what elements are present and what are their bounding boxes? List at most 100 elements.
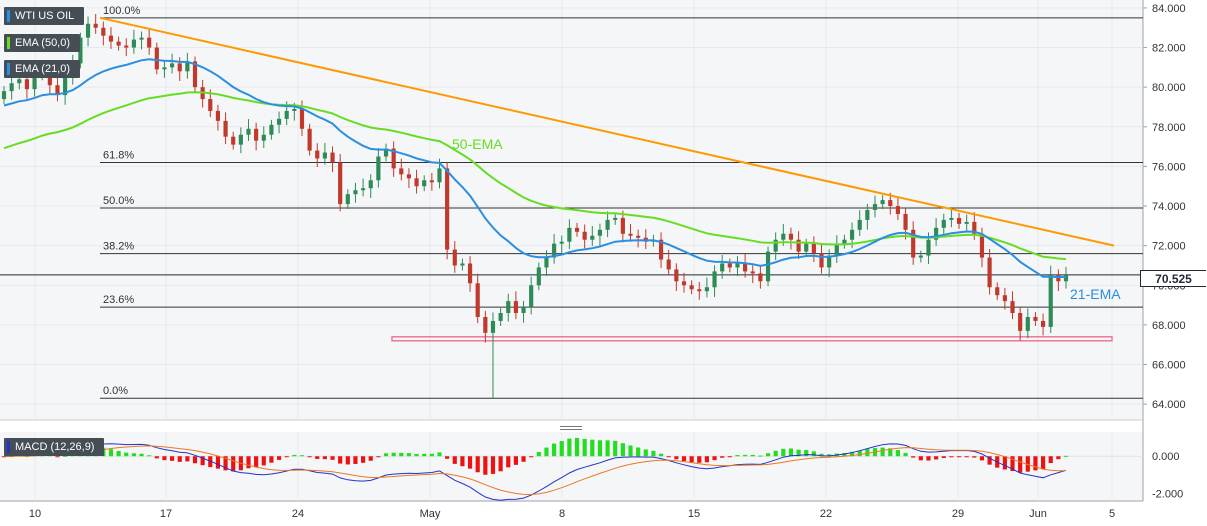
candle-body <box>987 257 992 288</box>
macd-histogram-bar <box>215 456 221 469</box>
macd-histogram-bar <box>192 456 198 464</box>
candle-body <box>376 156 381 181</box>
macd-histogram-bar <box>383 453 389 457</box>
candle-body <box>727 263 732 268</box>
candle-body <box>116 41 121 46</box>
candle-body <box>1048 275 1053 327</box>
support-zone <box>391 336 1113 342</box>
candle-body <box>467 263 473 284</box>
macd-histogram-bar <box>292 454 297 457</box>
candle-body <box>322 152 327 159</box>
macd-histogram-bar <box>131 453 136 457</box>
candle-body <box>192 61 198 88</box>
macd-histogram-bar <box>704 456 709 463</box>
candle-body <box>475 283 480 317</box>
candle-body <box>529 285 534 308</box>
macd-histogram-bar <box>437 452 442 457</box>
candle-body <box>223 120 228 137</box>
macd-histogram-bar <box>804 449 809 457</box>
macd-histogram-bar <box>368 456 373 461</box>
candle-body <box>819 253 824 268</box>
macd-histogram-bar <box>490 456 496 474</box>
time-tick-label: May <box>420 508 441 520</box>
candle-body <box>154 47 159 70</box>
macd-histogram-bar <box>513 456 518 465</box>
macd-histogram-bar <box>1033 456 1038 471</box>
macd-histogram-bar <box>788 448 794 457</box>
macd-histogram-bar <box>1025 456 1030 472</box>
price-tick-label: 66.000 <box>1152 360 1186 372</box>
candle-body <box>261 134 266 141</box>
macd-histogram-bar <box>154 456 159 459</box>
time-tick-label: 5 <box>1109 508 1115 520</box>
fib-level-label: 0.0% <box>103 385 128 397</box>
candle-body <box>124 45 129 48</box>
macd-histogram-bar <box>628 445 633 457</box>
time-tick-label: 8 <box>559 508 565 520</box>
candle-body <box>460 263 465 266</box>
candle-body <box>1040 320 1046 327</box>
candle-body <box>93 23 98 28</box>
candle-body <box>636 235 641 238</box>
macd-line <box>3 443 1067 501</box>
macd-histogram-bar <box>200 456 205 466</box>
pane-resize-handle-2[interactable] <box>560 429 582 430</box>
candle-body <box>521 307 526 314</box>
candle-body <box>972 221 977 234</box>
current-price-tag: 70.525 <box>1140 270 1206 287</box>
macd-histogram-bar <box>781 448 786 457</box>
macd-histogram-bar <box>299 455 305 457</box>
candle-body <box>345 194 350 205</box>
legend-ema50[interactable]: EMA (50,0) <box>4 34 81 52</box>
candle-body <box>353 190 358 195</box>
macd-histogram-bar <box>842 452 847 457</box>
macd-histogram-bar <box>185 456 190 462</box>
candle-body <box>276 118 282 125</box>
candle-body <box>666 259 671 270</box>
legend-macd[interactable]: MACD (12,26,9) <box>4 438 105 456</box>
macd-histogram-bar <box>849 451 855 457</box>
resistance-trendline <box>99 16 1115 247</box>
macd-histogram-bar <box>559 441 564 457</box>
candle-body <box>437 168 442 183</box>
candle-body <box>101 27 106 36</box>
fib-level-label: 38.2% <box>103 241 134 253</box>
legend-ema21-label: EMA (21,0) <box>15 63 71 75</box>
macd-histogram-bar <box>162 456 167 461</box>
macd-histogram-bar <box>552 443 557 457</box>
macd-histogram-bar <box>658 453 664 457</box>
macd-histogram-bar <box>934 456 939 460</box>
macd-histogram-bar <box>276 456 282 460</box>
macd-histogram-bar <box>338 456 343 464</box>
macd-histogram-bar <box>1063 455 1069 457</box>
macd-histogram-bar <box>246 456 251 469</box>
legend-ema21[interactable]: EMA (21,0) <box>4 60 81 78</box>
macd-histogram-bar <box>903 452 908 457</box>
macd-signal-line <box>4 445 1067 496</box>
legend-symbol[interactable]: WTI US OIL <box>4 7 85 25</box>
pane-resize-handle[interactable] <box>560 426 582 427</box>
macd-histogram-bar <box>750 454 755 457</box>
macd-histogram-bar <box>475 456 480 473</box>
macd-histogram-bar <box>567 438 572 457</box>
macd-histogram-bar <box>536 452 541 457</box>
price-tick-label: 78.000 <box>1152 122 1186 134</box>
candle-body <box>720 263 725 272</box>
macd-histogram-bar <box>269 456 274 463</box>
macd-histogram-bar <box>674 456 679 460</box>
macd-histogram-bar <box>391 452 396 457</box>
macd-histogram-bar <box>666 456 671 458</box>
candle-body <box>490 320 496 333</box>
macd-histogram-bar <box>108 449 114 457</box>
candle-body <box>399 168 404 175</box>
candle-body <box>620 217 625 234</box>
candle-body <box>788 233 794 240</box>
macd-histogram-bar <box>139 453 144 457</box>
candle-body <box>422 180 427 187</box>
candle-body <box>697 289 702 292</box>
candle-body <box>513 301 518 314</box>
candle-body <box>895 206 900 214</box>
candle-body <box>574 227 580 232</box>
candle-body <box>383 148 389 157</box>
